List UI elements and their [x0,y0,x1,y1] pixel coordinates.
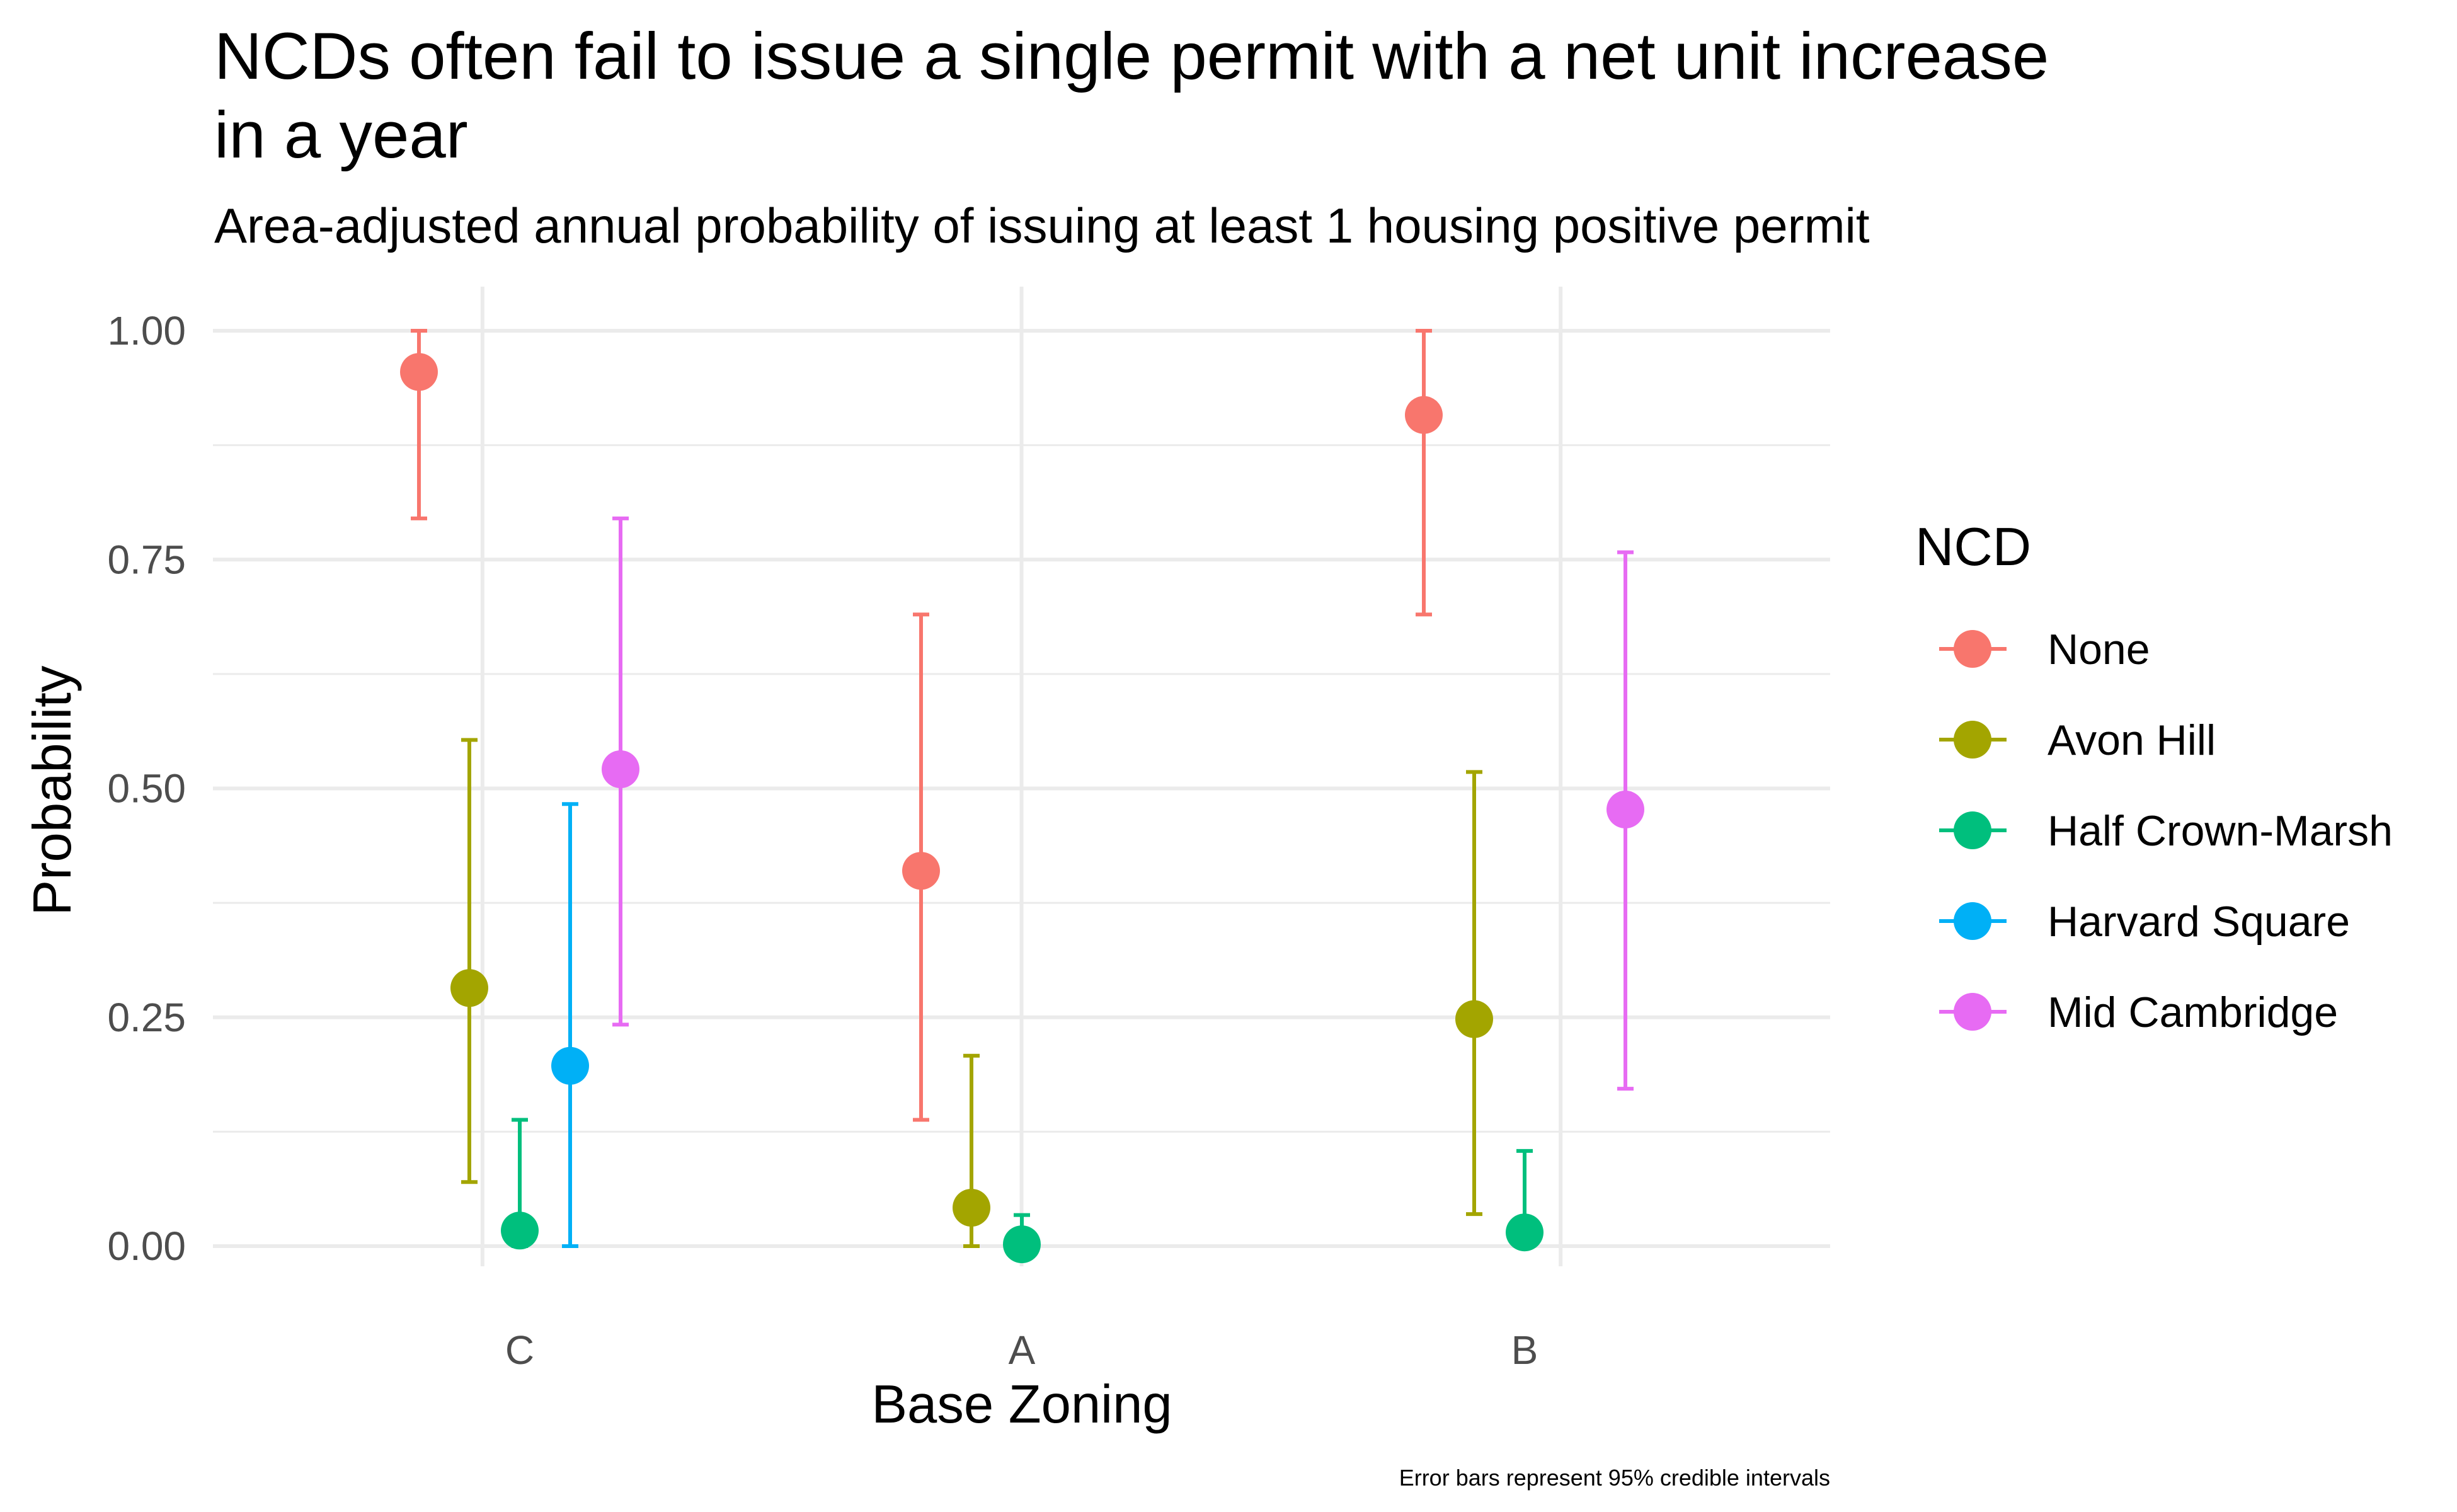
legend-title: NCD [1915,517,2031,577]
y-tick-label: 0.50 [107,766,186,811]
data-point-group [501,1118,539,1250]
data-point-group [1405,329,1443,617]
x-tick-label: B [1511,1327,1538,1373]
data-point [1506,1213,1544,1252]
chart-title-line-2: in a year [214,98,468,172]
data-point-group [450,738,488,1184]
legend-key-point [1954,902,1991,940]
legend-key-point [1954,993,1991,1031]
data-point-group [1455,770,1493,1217]
legend-label: Harvard Square [2048,898,2350,946]
y-tick-label: 0.75 [107,537,186,582]
data-point [902,852,940,890]
data-point [501,1211,539,1250]
data-point-group [902,612,940,1122]
x-tick-label: A [1009,1327,1036,1373]
legend-item: None [1939,626,2150,673]
data-point-group [551,802,589,1248]
legend-item: Harvard Square [1939,898,2350,946]
x-axis-title: Base Zoning [871,1375,1172,1435]
data-point [602,750,639,788]
legend-item: Half Crown-Marsh [1939,807,2393,855]
data-point-group [953,1053,990,1248]
data-point [1405,396,1443,434]
legend-key-point [1954,811,1991,849]
data-point [400,353,438,391]
chart-caption: Error bars represent 95% credible interv… [1399,1465,1830,1491]
data-point [551,1046,589,1085]
data-point-group [1506,1148,1544,1252]
legend-label: Mid Cambridge [2048,988,2338,1036]
data-point [1455,1000,1493,1038]
legend-label: Half Crown-Marsh [2048,807,2393,855]
x-tick-label: C [505,1327,534,1373]
y-axis-title: Probability [23,665,83,915]
chart-title-line-1: NCDs often fail to issue a single permit… [214,20,2049,93]
data-point [953,1188,990,1227]
data-point [1003,1225,1041,1264]
legend-item: Avon Hill [1939,716,2216,764]
y-tick-label: 0.00 [107,1223,186,1269]
data-point-group [1606,550,1644,1091]
legend-key-point [1954,630,1991,668]
data-point-group [602,516,639,1027]
plot-area: 0.00 0.25 0.50 0.75 1.00 C A B [107,287,1830,1373]
data-point-group [400,329,438,520]
data-point [450,969,488,1007]
data-point [1606,790,1644,828]
y-tick-label: 1.00 [107,308,186,353]
legend-label: Avon Hill [2048,716,2216,764]
legend-key-point [1954,721,1991,759]
data-point-group [1003,1213,1041,1264]
chart-subtitle: Area-adjusted annual probability of issu… [214,198,1870,253]
legend: NCD None Avon Hill Half Crown-Marsh Harvard… [1915,517,2393,1036]
y-tick-label: 0.25 [107,995,186,1040]
legend-label: None [2048,626,2150,673]
legend-item: Mid Cambridge [1939,988,2338,1036]
